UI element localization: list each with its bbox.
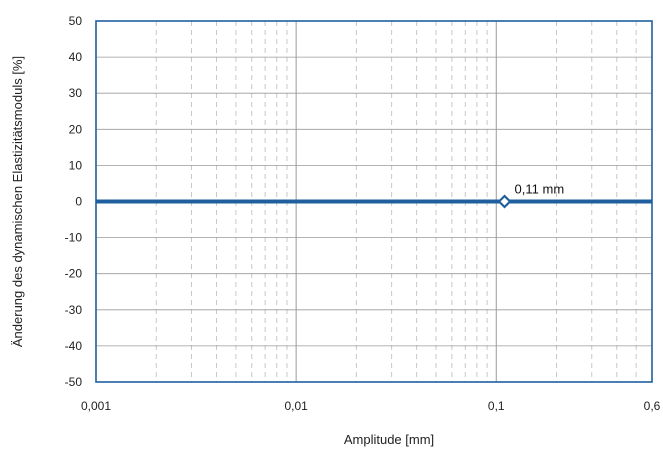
x-tick-label: 0,1 [488, 399, 505, 413]
x-tick-label: 0,6 [644, 399, 661, 413]
y-tick-label: -50 [65, 375, 83, 389]
y-tick-label: 30 [69, 86, 83, 100]
data-point-marker [497, 194, 512, 209]
y-tick-labels: 50 40 30 20 10 0 -10 -20 -30 -40 -50 [65, 14, 83, 389]
y-tick-label: 40 [69, 50, 83, 64]
y-tick-label: 10 [69, 158, 83, 172]
y-tick-label: -30 [65, 303, 83, 317]
annotation-label: 0,11 mm [515, 182, 565, 197]
y-tick-label: -20 [65, 267, 83, 281]
y-tick-label: -10 [65, 231, 83, 245]
x-tick-label: 0,01 [284, 399, 308, 413]
y-tick-label: 20 [69, 122, 83, 136]
y-tick-label: 0 [75, 195, 82, 209]
x-tick-labels: 0,001 0,01 0,1 0,6 [81, 399, 661, 413]
x-axis-title: Amplitude [mm] [344, 432, 434, 447]
plot-frame [95, 20, 653, 383]
y-axis-title: Änderung des dynamischen Elastizitätsmod… [10, 56, 25, 347]
y-tick-label: 50 [69, 14, 83, 28]
x-tick-label: 0,001 [81, 399, 111, 413]
y-tick-label: -40 [65, 339, 83, 353]
